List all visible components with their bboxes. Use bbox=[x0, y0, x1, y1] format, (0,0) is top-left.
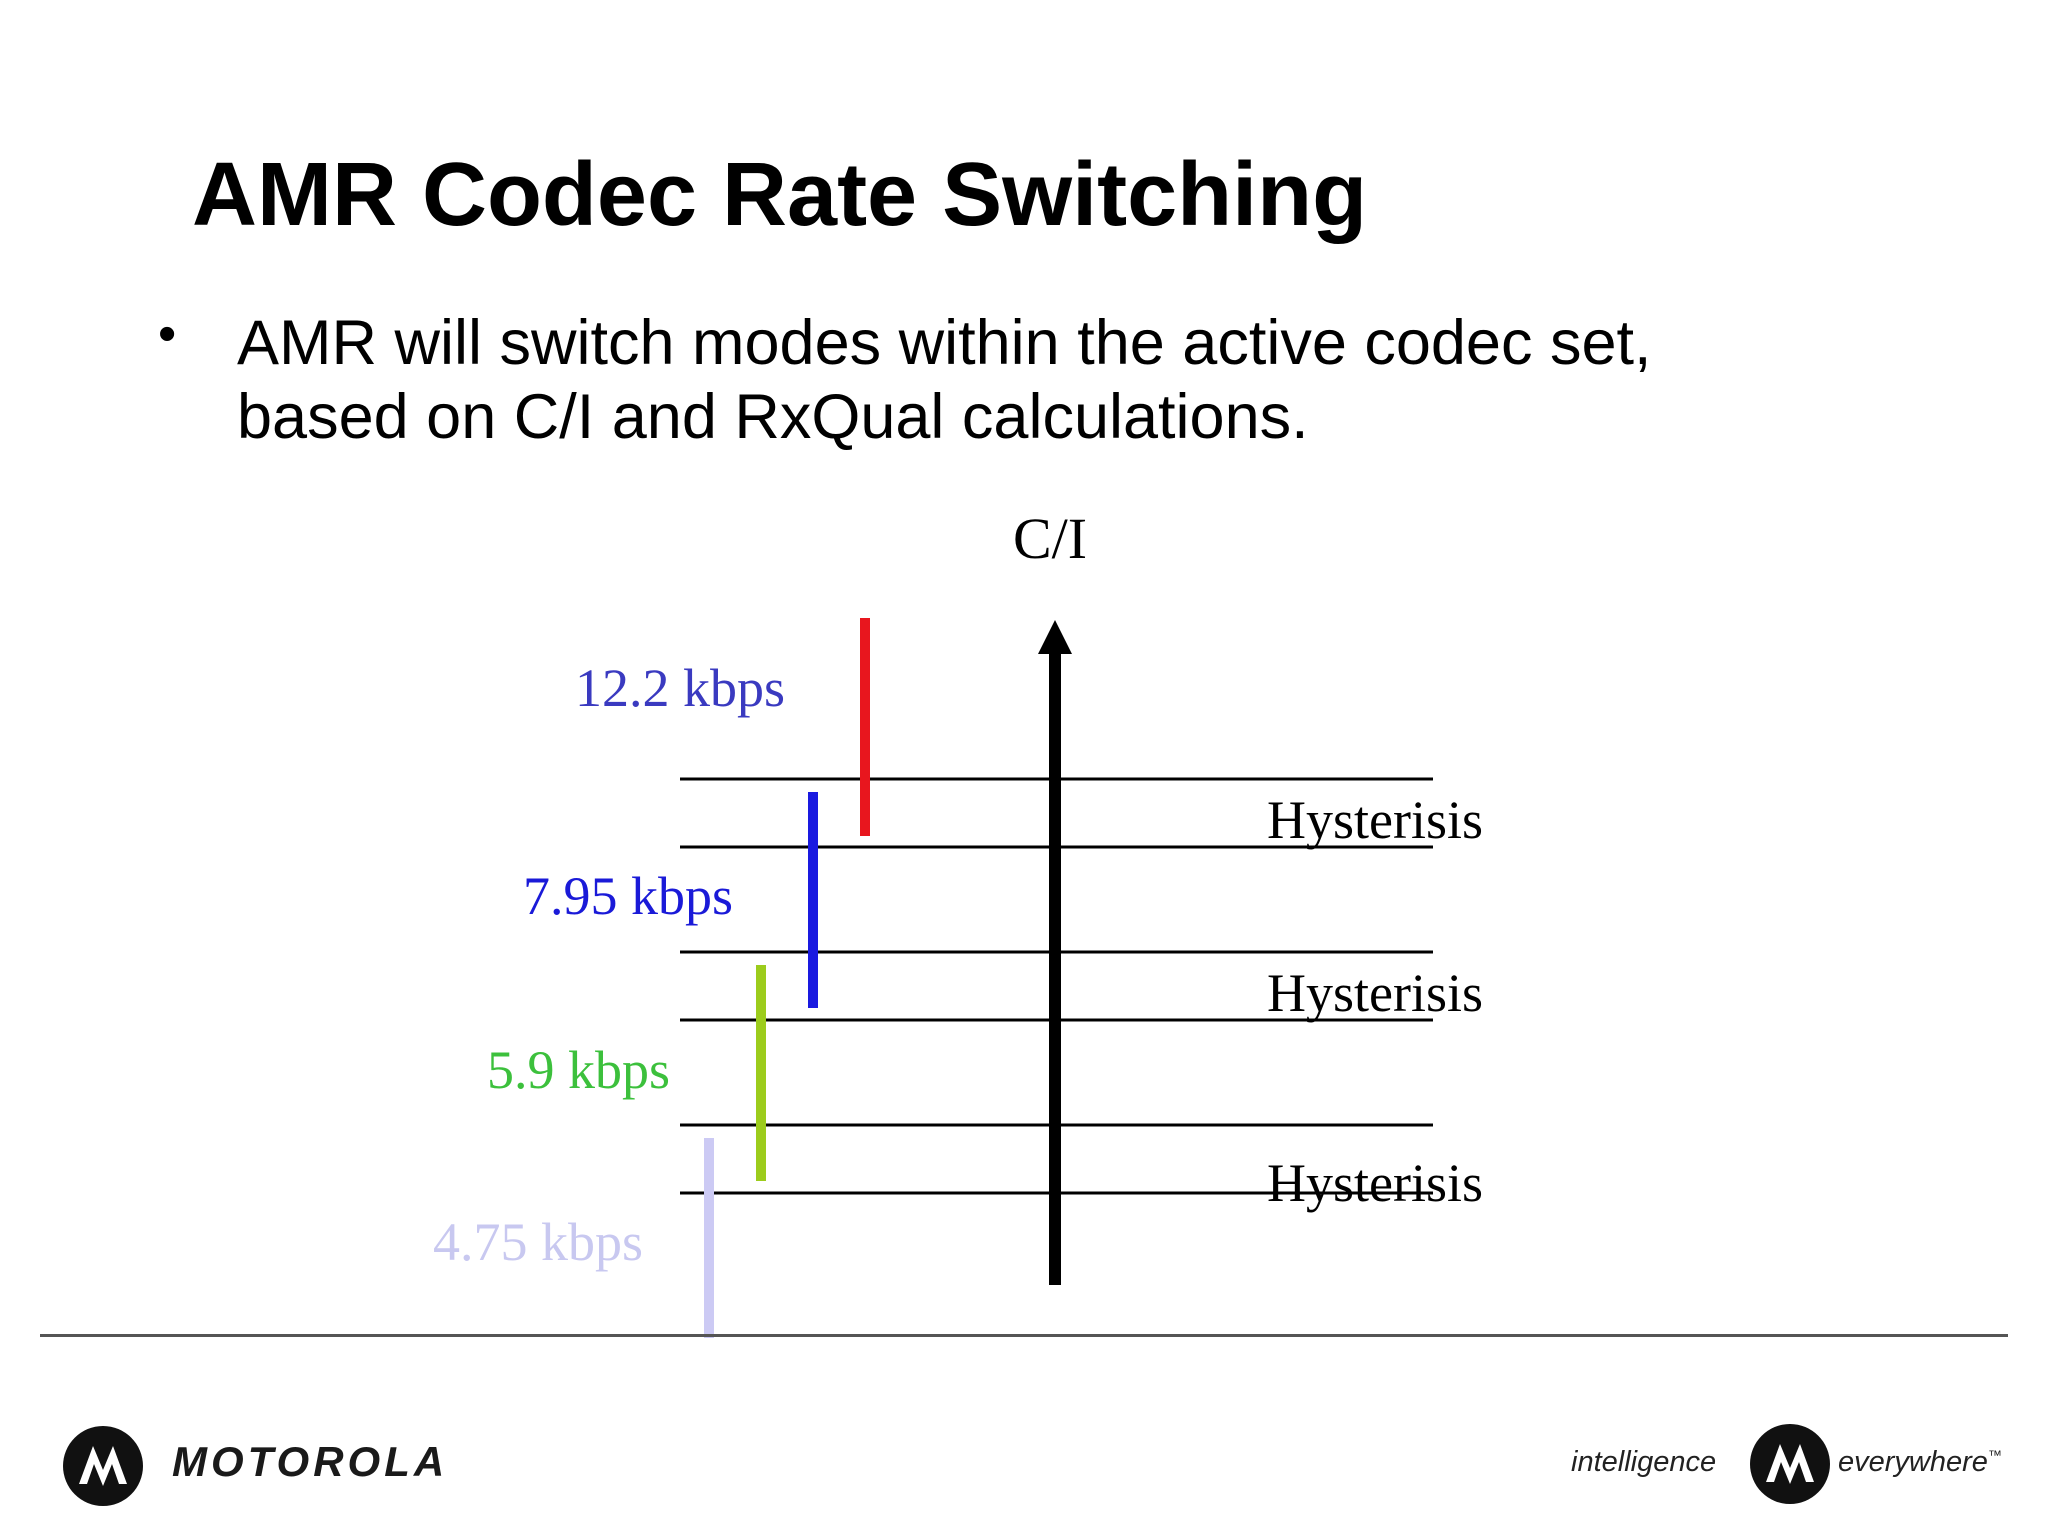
hysteresis-label-upper: Hysterisis bbox=[1267, 790, 1483, 850]
motorola-logo-icon bbox=[63, 1426, 143, 1506]
hysteresis-label-lower: Hysterisis bbox=[1267, 1153, 1483, 1213]
rate-label-7-95: 7.95 kbps bbox=[523, 866, 733, 926]
ci-axis-label: C/I bbox=[1013, 506, 1087, 571]
batwing-m-icon bbox=[79, 1446, 127, 1486]
rate-label-4-75: 4.75 kbps bbox=[433, 1212, 643, 1272]
tagline-logo-icon bbox=[1750, 1424, 1830, 1504]
brand-wordmark: MOTOROLA bbox=[172, 1438, 449, 1485]
rate-label-5-9: 5.9 kbps bbox=[487, 1040, 670, 1100]
bullet-line-2: based on C/I and RxQual calculations. bbox=[237, 382, 1309, 452]
trademark-symbol: ™ bbox=[1987, 1447, 2002, 1463]
footer-divider bbox=[40, 1334, 2008, 1337]
hysteresis-label-middle: Hysterisis bbox=[1267, 963, 1483, 1023]
rate-label-12-2: 12.2 kbps bbox=[575, 658, 785, 718]
bullet-text: AMR will switch modes within the active … bbox=[237, 306, 1937, 454]
tagline-left: intelligence bbox=[1571, 1446, 1717, 1478]
bullet-marker: • bbox=[158, 305, 177, 363]
tagline-right: everywhere™ bbox=[1838, 1448, 2002, 1477]
bullet-line-1: AMR will switch modes within the active … bbox=[237, 308, 1652, 378]
tagline-right-text: everywhere bbox=[1838, 1446, 1988, 1478]
batwing-m-icon bbox=[1766, 1444, 1814, 1484]
slide-title: AMR Codec Rate Switching bbox=[192, 145, 1368, 245]
ci-axis-arrowhead bbox=[1038, 620, 1072, 654]
